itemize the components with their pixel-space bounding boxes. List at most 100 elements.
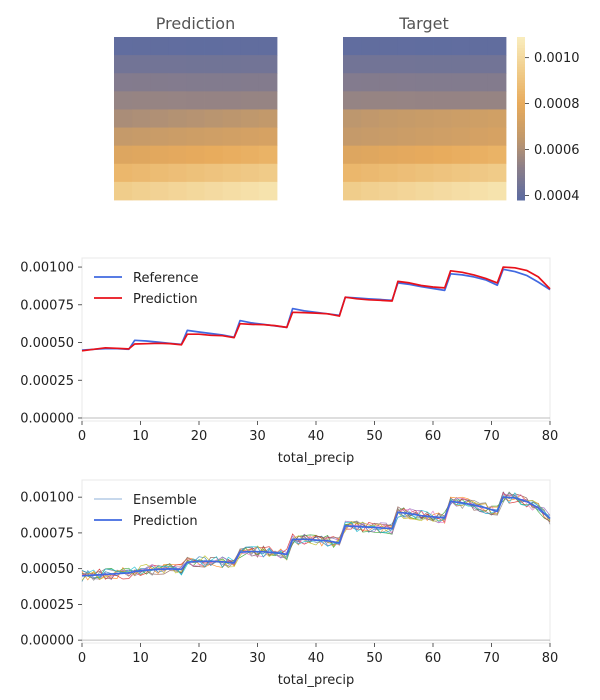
heatmap-cell [379,73,398,92]
colorbar-segment [517,47,525,52]
colorbar-segment [517,64,525,68]
x-tick-label: 20 [191,429,208,444]
heatmap-cell [204,73,224,92]
y-tick-label: 0.00000 [20,411,74,426]
colorbar-segment [517,83,525,87]
colorbar-segment [517,91,525,95]
heatmap-cell [186,145,205,165]
heatmap-cell [397,73,416,92]
heatmap-cell [132,127,151,147]
heatmap-cell [343,37,362,56]
heatmap-cell [379,37,398,56]
heatmap-cell [150,91,169,110]
heatmap-cell [379,91,398,110]
heatmap-cell [258,163,278,183]
heatmap-cell [132,37,151,56]
colorbar-segment [517,39,525,43]
heatmap-cell [186,163,205,183]
colorbar-segment [517,191,525,196]
target-heatmap-title: Target [398,14,449,33]
heatmap-cell [487,55,507,74]
x-tick-label: 0 [78,651,86,666]
heatmap-cell [361,55,380,74]
x-tick-label: 60 [425,429,442,444]
heatmap-cell [132,91,151,110]
heatmap-cell [150,127,169,147]
target-heatmap [343,37,507,201]
heatmap-cell [204,145,224,165]
colorbar-segment [517,189,525,193]
heatmap-cell [397,163,416,183]
heatmap-cell [204,55,224,74]
heatmap-cell [451,55,471,74]
heatmap-cell [258,145,278,165]
heatmap-cell [379,181,398,201]
heatmap-cell [451,181,471,201]
x-tick-label: 40 [308,651,325,666]
heatmap-cell [415,91,434,110]
colorbar-segment [517,61,525,65]
colorbar-segment [517,178,525,182]
heatmap-cell [258,181,278,201]
heatmap-cell [343,91,362,110]
heatmap-cell [150,73,169,92]
heatmap-cell [186,37,205,56]
colorbar-tick-label: 0.0004 [534,189,580,204]
colorbar-segment [517,145,525,149]
heatmap-cell [150,145,169,165]
colorbar-segment [517,159,525,163]
heatmap-cell [186,109,205,128]
heatmap-cell [451,37,471,56]
colorbar-segment [517,42,525,46]
colorbar-segment [517,121,525,125]
heatmap-cell [469,55,489,74]
legend-label: Ensemble [133,493,197,508]
heatmap-cell [451,73,471,92]
heatmap-cell [186,91,205,110]
prediction-heatmap [114,37,278,201]
y-tick-label: 0.00050 [20,562,74,577]
heatmap-cell [186,55,205,74]
heatmap-cell [168,181,187,201]
colorbar-segment [517,96,525,100]
heatmap-cell [487,73,507,92]
heatmap-cell [222,91,242,110]
colorbar-segment [517,170,525,174]
colorbar-segment [517,45,525,49]
colorbar-segment [517,183,525,187]
x-tick-label: 10 [132,429,149,444]
heatmap-cell [397,181,416,201]
heatmap-cell [379,145,398,165]
heatmap-cell [240,127,260,147]
heatmap-cell [240,163,260,183]
colorbar-segment [517,66,525,71]
heatmap-cell [168,55,187,74]
colorbar-segment [517,69,525,73]
heatmap-cell [240,145,260,165]
heatmap-cell [433,37,453,56]
colorbar-segment [517,134,525,139]
heatmap-cell [222,73,242,92]
heatmap-cell [361,145,380,165]
heatmap-cell [258,37,278,56]
heatmap-cell [150,55,169,74]
colorbar-segment [517,129,525,133]
heatmap-cell [114,55,133,74]
heatmap-cell [114,163,133,183]
heatmap-cell [150,181,169,201]
x-tick-label: 70 [483,651,500,666]
heatmap-cell [397,37,416,56]
colorbar-segment [517,58,525,62]
heatmap-cell [240,73,260,92]
heatmap-cell [361,37,380,56]
heatmap-cell [343,127,362,147]
series-line-prediction [81,266,551,352]
heatmap-cell [222,145,242,165]
heatmap-cell [343,55,362,74]
colorbar-tick-label: 0.0006 [534,143,580,158]
heatmap-cell [343,145,362,165]
heatmap-cell [204,163,224,183]
heatmap-cell [240,37,260,56]
colorbar-segment [517,99,525,103]
heatmap-cell [433,145,453,165]
